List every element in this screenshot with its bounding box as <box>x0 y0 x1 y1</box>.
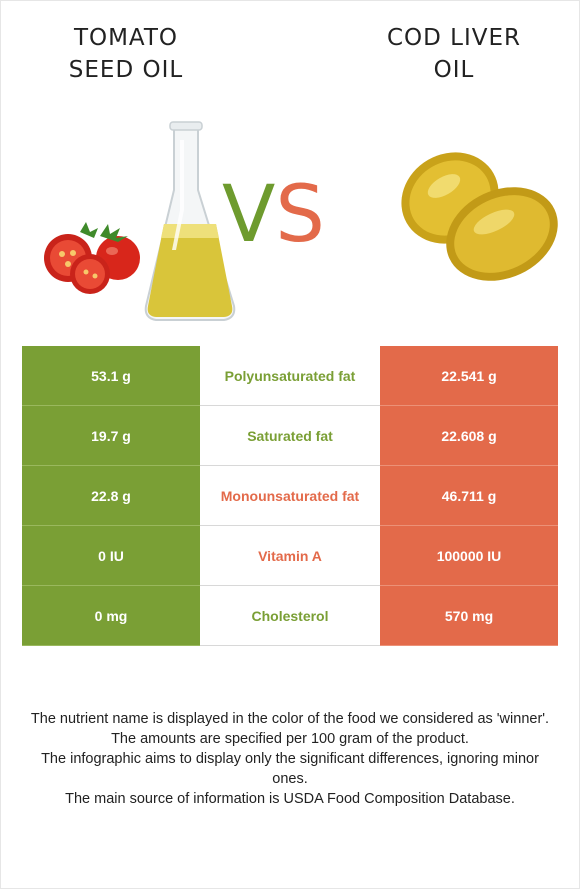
left-value: 53.1 g <box>22 346 200 406</box>
footnotes: The nutrient name is displayed in the co… <box>30 709 550 809</box>
footnote: The nutrient name is displayed in the co… <box>30 711 550 727</box>
left-food-title-line1: TOMATO <box>73 25 179 51</box>
oil-flask-image <box>144 121 236 321</box>
right-food-title-line1: COD LIVER <box>386 25 522 51</box>
right-value: 100000 IU <box>380 525 558 586</box>
left-value: 19.7 g <box>22 405 200 466</box>
right-food-title-line2: OIL <box>433 57 475 83</box>
footnote: The main source of information is USDA F… <box>65 791 515 807</box>
table-row: 0 IU Vitamin A 100000 IU <box>22 525 558 586</box>
right-value: 22.608 g <box>380 405 558 466</box>
comparison-table: 53.1 g Polyunsaturated fat 22.541 g 19.7… <box>22 346 558 646</box>
nutrient-name: Vitamin A <box>200 525 380 586</box>
table-row: 53.1 g Polyunsaturated fat 22.541 g <box>22 346 558 406</box>
right-value: 570 mg <box>380 585 558 646</box>
nutrient-name: Polyunsaturated fat <box>200 346 380 406</box>
nutrient-name: Cholesterol <box>200 585 380 646</box>
left-value: 0 mg <box>22 585 200 646</box>
table-row: 0 mg Cholesterol 570 mg <box>22 585 558 646</box>
right-value: 46.711 g <box>380 465 558 526</box>
vs-label: VS <box>222 170 325 260</box>
capsules-image <box>401 152 558 281</box>
footnote: The infographic aims to display only the… <box>41 751 539 787</box>
nutrient-name: Monounsaturated fat <box>200 465 380 526</box>
table-row: 19.7 g Saturated fat 22.608 g <box>22 405 558 466</box>
table-row: 22.8 g Monounsaturated fat 46.711 g <box>22 465 558 526</box>
nutrient-name: Saturated fat <box>200 405 380 466</box>
right-food-title: COD LIVER OIL <box>344 22 564 86</box>
right-value: 22.541 g <box>380 346 558 406</box>
left-value: 0 IU <box>22 525 200 586</box>
left-food-title-line2: SEED OIL <box>68 57 184 83</box>
footnote: The amounts are specified per 100 gram o… <box>111 731 469 747</box>
tomato-image <box>44 222 140 294</box>
vs-v: V <box>222 170 276 260</box>
vs-s: S <box>275 170 325 260</box>
left-value: 22.8 g <box>22 465 200 526</box>
left-food-title: TOMATO SEED OIL <box>16 22 236 86</box>
